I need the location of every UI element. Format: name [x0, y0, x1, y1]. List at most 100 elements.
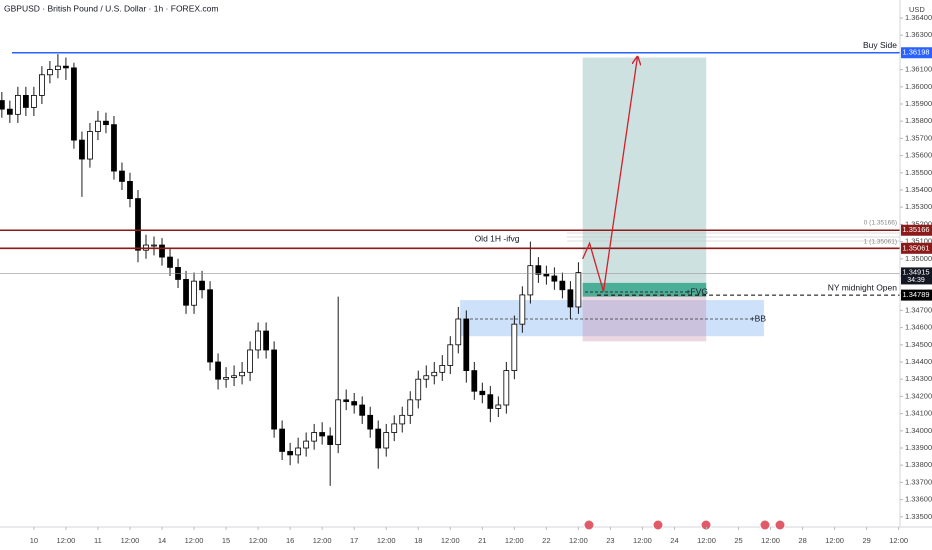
y-tick-label: 1.33800 [905, 460, 932, 469]
candle-body [23, 95, 29, 108]
candle-body [79, 139, 85, 160]
candle-body [383, 432, 390, 449]
candle-body [231, 375, 237, 378]
chart-title: GBPUSD · British Pound / U.S. Dollar · 1… [4, 3, 218, 13]
x-tick-label: 12:00 [57, 536, 76, 545]
y-tick-label: 1.35100 [905, 237, 932, 246]
candle-body [31, 95, 37, 108]
last-price-label: 1.34915 [902, 267, 929, 276]
candle-body [327, 435, 334, 445]
y-tick-label: 1.34000 [905, 426, 932, 435]
candle-body [367, 414, 374, 430]
candle-body [247, 349, 253, 373]
y-tick-label: 1.36100 [905, 65, 932, 74]
candle-body [455, 318, 462, 346]
candle-body [503, 370, 510, 406]
candle-body [495, 404, 502, 409]
candle-body [391, 423, 398, 433]
candle-body [287, 451, 294, 456]
candle-body [415, 378, 422, 401]
y-tick-label: 1.34300 [905, 374, 932, 383]
candle-body [431, 371, 438, 377]
x-tick-label: 28 [798, 536, 806, 545]
candle-body [575, 272, 582, 308]
last-price-box [901, 267, 932, 285]
x-tick-label: 25 [734, 536, 742, 545]
y-tick-label: 1.36300 [905, 30, 932, 39]
candle-body [199, 280, 205, 291]
y-tick-label: 1.35700 [905, 133, 932, 142]
level-price-box [901, 242, 932, 254]
x-tick-label: 12:00 [377, 536, 396, 545]
candle-body [103, 120, 109, 126]
y-tick-label: 1.35900 [905, 99, 932, 108]
candle-body [407, 399, 414, 416]
candle-body [551, 275, 558, 282]
candle-body [359, 404, 366, 416]
y-tick-label: 1.34600 [905, 323, 932, 332]
x-tick-label: 12:00 [825, 536, 844, 545]
bb-label: +BB [750, 313, 767, 323]
x-tick-label: 12:00 [697, 536, 716, 545]
y-tick-label: 1.34700 [905, 305, 932, 314]
candle-body [471, 370, 478, 392]
y-tick-label: 1.34100 [905, 409, 932, 418]
level-price-label: 1.36198 [902, 48, 929, 57]
candle-body [375, 428, 382, 449]
candle-body [0, 100, 5, 110]
candle-body [167, 256, 173, 268]
candle-body [207, 289, 213, 363]
candle-body [559, 280, 566, 291]
candle-body [271, 349, 277, 430]
candle-body [63, 65, 69, 69]
candle-body [15, 95, 21, 115]
candle-body [543, 273, 550, 277]
countdown-label: 34:39 [907, 277, 925, 284]
y-tick-label: 1.36400 [905, 13, 932, 22]
y-tick-label: 1.34500 [905, 340, 932, 349]
candle-body [239, 371, 245, 377]
fvg-label: +FVG [686, 286, 708, 296]
level-price-label: 1.35061 [902, 243, 929, 252]
y-tick-label: 1.34400 [905, 357, 932, 366]
y-tick-label: 1.35000 [905, 254, 932, 263]
level-price-box [901, 47, 932, 59]
candle-body [423, 375, 430, 380]
zone [582, 282, 707, 297]
level-price-label: 1.35166 [902, 225, 929, 234]
candle-body [487, 394, 494, 409]
candle-body [95, 120, 101, 132]
x-tick-label: 11 [94, 536, 102, 545]
candle-body [303, 440, 310, 449]
candle-body [87, 131, 93, 160]
x-tick-label: 10 [30, 536, 38, 545]
level-text: Buy Side [863, 40, 897, 50]
zone [582, 57, 707, 292]
candle-body [399, 414, 406, 425]
candle-body [295, 447, 302, 456]
x-tick-label: 21 [478, 536, 486, 545]
x-tick-label: 12:00 [121, 536, 140, 545]
x-tick-label: 18 [414, 536, 422, 545]
candle-body [351, 401, 358, 406]
candle-body [263, 330, 269, 351]
x-tick-label: 23 [606, 536, 614, 545]
y-tick-label: 1.33500 [905, 512, 932, 521]
y-tick-label: 1.35400 [905, 185, 932, 194]
y-tick-label: 1.33700 [905, 477, 932, 486]
candle-body [111, 124, 117, 172]
y-tick-label: 1.35300 [905, 202, 932, 211]
y-tick-label: 1.33900 [905, 443, 932, 452]
candle-body [343, 399, 350, 402]
x-tick-label: 12:00 [249, 536, 268, 545]
level-text: NY midnight Open [828, 282, 898, 292]
x-tick-label: 14 [158, 536, 166, 545]
x-tick-label: 12:00 [185, 536, 204, 545]
x-tick-label: 12:00 [889, 536, 908, 545]
x-tick-label: 17 [350, 536, 358, 545]
candle-body [439, 365, 446, 373]
y-tick-label: 1.33600 [905, 495, 932, 504]
y-tick-label: 1.35500 [905, 168, 932, 177]
y-tick-label: 1.35600 [905, 151, 932, 160]
x-tick-label: 12:00 [505, 536, 524, 545]
